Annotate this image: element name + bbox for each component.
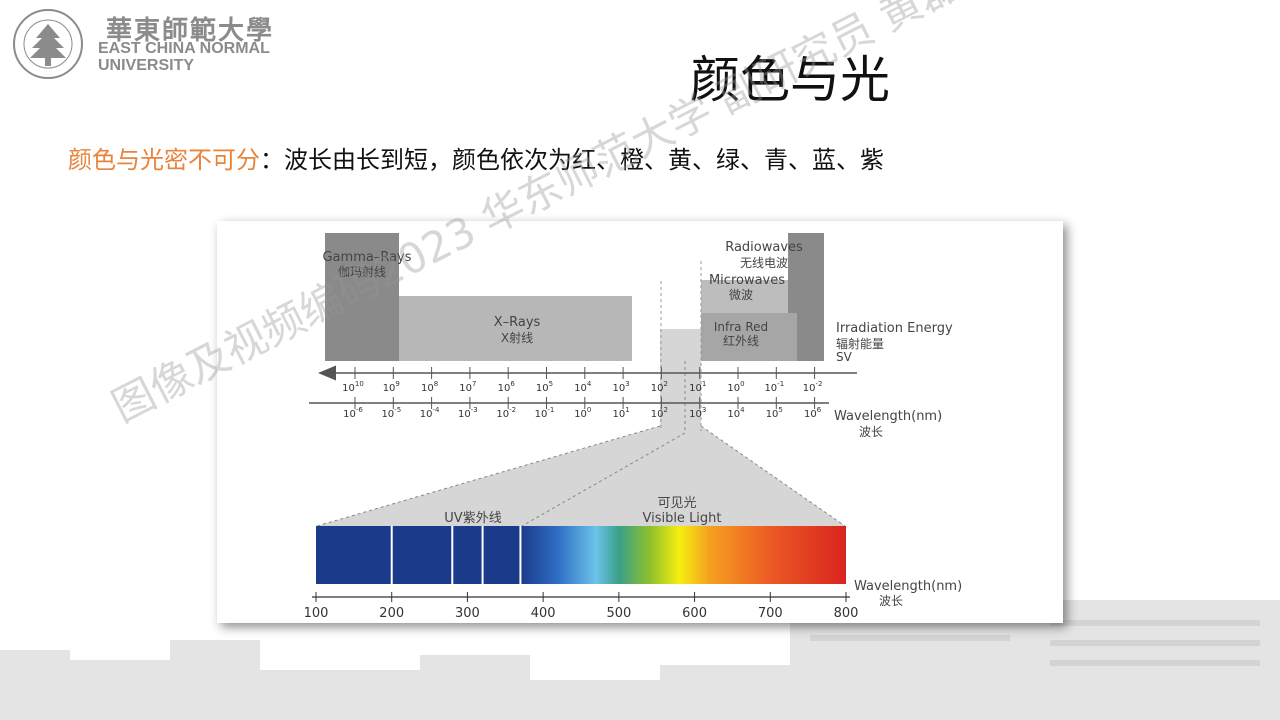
energy-tick-label-1: 109 (383, 380, 400, 394)
band-infrared (701, 313, 797, 361)
wavelength-tick-label-2: 10-4 (420, 406, 440, 420)
nm-tick-label-2: 300 (455, 606, 480, 621)
wavelength-tick-label-7: 101 (612, 406, 629, 420)
nm-tick-label-3: 400 (531, 606, 556, 621)
visible-region (520, 526, 846, 584)
nm-axis-ticks: 100 200 300 400 500 600 700 800 (304, 592, 859, 621)
electromagnetic-spectrum-figure: Gamma–Rays 伽玛射线 X–Rays X射线 Radiowaves 无线… (217, 221, 1063, 623)
wavelength-tick-label-9: 103 (689, 406, 706, 420)
energy-tick-label-4: 106 (498, 380, 516, 394)
wavelength-tick-label-3: 10-3 (458, 406, 478, 420)
label-infrared-en: Infra Red (714, 320, 768, 334)
label-microwave-en: Microwaves (709, 273, 785, 288)
slide-title: 颜色与光 (690, 51, 890, 109)
visible-zoom-funnel (317, 426, 845, 526)
energy-tick-label-6: 104 (574, 380, 592, 394)
nm-tick-label-7: 800 (834, 606, 859, 621)
energy-tick-label-5: 105 (536, 380, 553, 394)
nm-tick-label-4: 500 (606, 606, 631, 621)
energy-tick-label-10: 100 (727, 380, 744, 394)
university-logo: 華東師範大學 EAST CHINA NORMAL UNIVERSITY (10, 4, 300, 84)
uv-label: UV紫外线 (444, 511, 501, 526)
nm-tick-label-6: 700 (758, 606, 783, 621)
spectrum-diagram: Gamma–Rays 伽玛射线 X–Rays X射线 Radiowaves 无线… (304, 233, 962, 621)
wavelength-tick-label-12: 106 (804, 406, 822, 420)
visible-label-cn: 可见光 (657, 496, 696, 511)
label-gamma-cn: 伽玛射线 (338, 264, 386, 279)
nm-tick-label-5: 600 (682, 606, 707, 621)
energy-axis-ticks: 1010 109 108 107 106 105 104 103 102 101 100 10-1 10… (342, 367, 822, 394)
nm-tick-label-0: 100 (304, 606, 329, 621)
nm-axis-label-en: Wavelength(nm) (854, 579, 962, 594)
energy-tick-label-11: 10-1 (764, 380, 784, 394)
university-seal-icon (13, 9, 83, 79)
subtitle-accent: 颜色与光密不可分 (68, 146, 260, 174)
wavelength-tick-label-1: 10-5 (381, 406, 401, 420)
visible-label-en: Visible Light (642, 511, 721, 526)
logo-chinese-name: 華東師範大學 (106, 16, 275, 46)
label-microwave-cn: 微波 (729, 288, 753, 302)
visible-band-stem (660, 329, 701, 429)
logo-english-name: EAST CHINA NORMAL UNIVERSITY (98, 40, 270, 74)
label-infrared-cn: 红外线 (723, 333, 759, 348)
label-radio-en: Radiowaves (725, 240, 803, 255)
energy-axis-label-cn: 辐射能量 (836, 336, 884, 351)
energy-tick-label-3: 107 (459, 380, 476, 394)
label-xray-cn: X射线 (501, 330, 533, 345)
logo-english-line1: EAST CHINA NORMAL (98, 40, 270, 57)
subtitle: 颜色与光密不可分：波长由长到短，颜色依次为红、橙、黄、绿、青、蓝、紫 (68, 140, 884, 175)
wavelength-axis-label-en: Wavelength(nm) (834, 409, 942, 424)
wavelength-tick-label-4: 10-2 (496, 406, 516, 420)
nm-axis-label-cn: 波长 (879, 594, 903, 608)
spectrum-bar (316, 526, 846, 584)
wavelength-tick-label-5: 10-1 (535, 406, 555, 420)
subtitle-rest: ：波长由长到短，颜色依次为红、橙、黄、绿、青、蓝、紫 (260, 146, 884, 174)
energy-axis-unit: SV (836, 350, 853, 364)
wavelength-tick-label-10: 104 (727, 406, 745, 420)
label-radio-cn: 无线电波 (740, 256, 788, 270)
energy-tick-label-9: 101 (689, 380, 706, 394)
logo-english-line2: UNIVERSITY (98, 57, 195, 74)
band-xray (399, 296, 632, 361)
energy-tick-label-7: 103 (612, 380, 629, 394)
wavelength-tick-label-6: 100 (574, 406, 591, 420)
wavelength-axis-label-cn: 波长 (859, 425, 883, 439)
label-xray-en: X–Rays (494, 315, 541, 330)
energy-axis-label-en: Irradiation Energy (836, 321, 953, 336)
wavelength-axis-ticks: 10-6 10-5 10-4 10-3 10-2 10-1 100 101 102 103 104 1… (343, 397, 822, 420)
energy-tick-label-0: 1010 (342, 380, 364, 394)
energy-tick-label-12: 10-2 (803, 380, 823, 394)
band-gamma (325, 233, 399, 361)
wavelength-tick-label-11: 105 (766, 406, 783, 420)
energy-tick-label-2: 108 (421, 380, 438, 394)
uv-region (316, 526, 521, 584)
nm-tick-label-1: 200 (379, 606, 404, 621)
label-gamma-en: Gamma–Rays (322, 250, 411, 265)
wavelength-tick-label-0: 10-6 (343, 406, 363, 420)
